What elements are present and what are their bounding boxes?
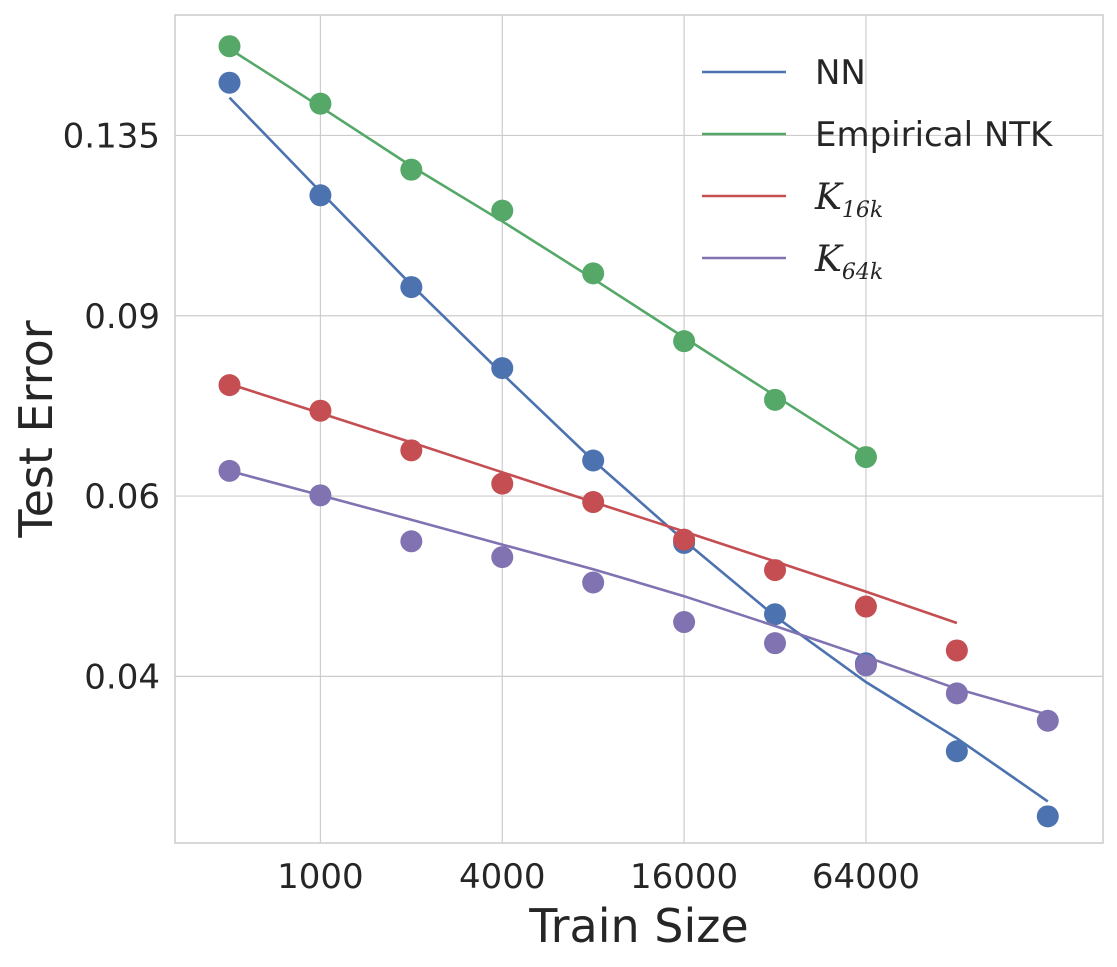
data-point — [582, 262, 605, 285]
data-point — [854, 654, 877, 677]
data-point — [764, 603, 787, 626]
data-point — [1036, 709, 1059, 732]
x-tick-label: 4000 — [459, 857, 546, 897]
x-tick-label: 1000 — [277, 857, 364, 897]
y-tick-label: 0.09 — [84, 297, 160, 337]
data-point — [309, 484, 332, 507]
series-k-16k — [218, 374, 968, 662]
data-point — [673, 528, 696, 551]
series-layer — [218, 35, 1059, 828]
x-tick-label: 64000 — [812, 857, 920, 897]
data-point — [582, 571, 605, 594]
data-point — [218, 374, 241, 397]
legend-label: Empirical NTK — [815, 115, 1054, 155]
legend: NN Empirical NTK K16k K64k — [702, 53, 1054, 285]
y-axis-label: Test Error — [9, 320, 63, 538]
data-point — [945, 639, 968, 662]
data-point — [582, 449, 605, 472]
data-point — [218, 459, 241, 482]
data-point — [400, 158, 423, 181]
data-point — [854, 595, 877, 618]
data-point — [400, 530, 423, 553]
legend-label: NN — [815, 53, 866, 93]
x-axis-label: Train Size — [528, 899, 748, 953]
data-point — [673, 330, 696, 353]
legend-item: Empirical NTK — [702, 115, 1054, 155]
legend-label: K16k — [814, 177, 883, 223]
legend-item: NN — [702, 53, 866, 93]
x-tick-label: 16000 — [630, 857, 738, 897]
data-point — [764, 388, 787, 411]
series-empirical-ntk — [218, 35, 877, 469]
data-point — [309, 399, 332, 422]
x-axis-ticks: 1000 4000 16000 64000 — [277, 857, 920, 897]
data-point — [309, 92, 332, 115]
data-point — [582, 491, 605, 514]
data-point — [764, 559, 787, 582]
y-tick-label: 0.135 — [63, 116, 160, 156]
data-point — [309, 184, 332, 207]
data-point — [945, 740, 968, 763]
y-axis-ticks: 0.04 0.06 0.09 0.135 — [63, 116, 160, 697]
y-tick-label: 0.06 — [84, 477, 160, 517]
series-k-64k — [218, 459, 1059, 732]
data-point — [400, 439, 423, 462]
data-point — [854, 446, 877, 469]
data-point — [764, 632, 787, 655]
fit-line — [228, 96, 1049, 803]
data-point — [491, 357, 514, 380]
y-tick-label: 0.04 — [84, 657, 160, 697]
data-point — [491, 546, 514, 569]
fit-line — [228, 47, 867, 455]
data-point — [491, 472, 514, 495]
data-point — [491, 199, 514, 222]
legend-item: K16k — [702, 177, 883, 223]
legend-label: K64k — [814, 239, 883, 285]
data-point — [945, 682, 968, 705]
fit-line — [229, 469, 1049, 716]
data-point — [400, 276, 423, 299]
legend-item: K64k — [702, 239, 883, 285]
data-point — [218, 71, 241, 94]
series-nn — [218, 71, 1059, 828]
data-point — [673, 611, 696, 634]
data-point — [1036, 805, 1059, 828]
data-point — [218, 35, 241, 58]
plot-frame — [174, 14, 1104, 844]
